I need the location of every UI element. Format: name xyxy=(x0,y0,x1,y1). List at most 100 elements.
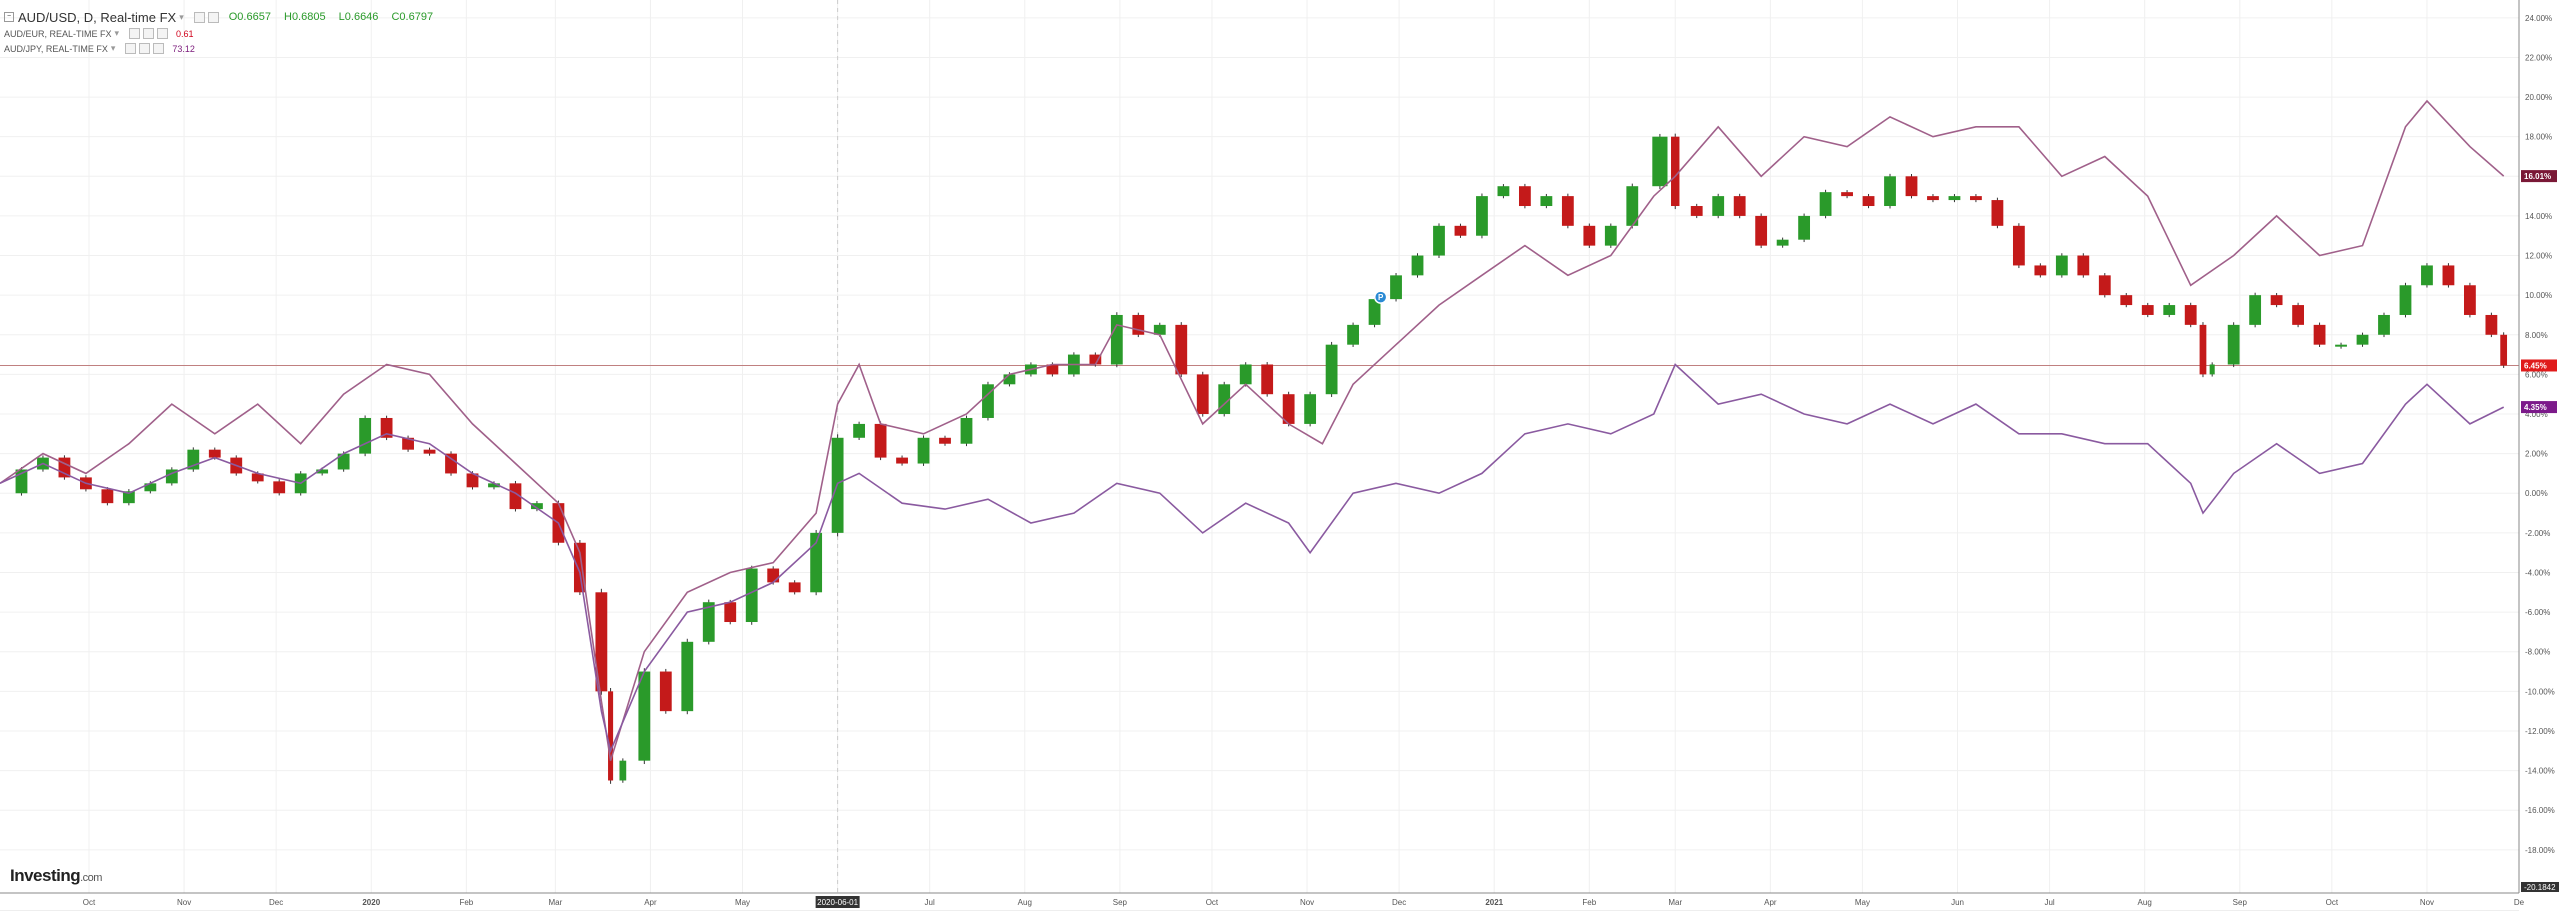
candle-down[interactable] xyxy=(1046,364,1059,375)
candle-up[interactable] xyxy=(1776,239,1789,246)
jpy-dropdown-icon[interactable]: ▾ xyxy=(110,43,116,53)
candle-down[interactable] xyxy=(208,449,221,458)
main-symbol-dropdown-icon[interactable]: ▾ xyxy=(179,11,184,22)
candle-down[interactable] xyxy=(251,473,264,482)
candle-up[interactable] xyxy=(2356,334,2369,345)
jpy-visibility-icon[interactable] xyxy=(125,43,137,54)
legend-eur-row[interactable]: AUD/EUR, REAL-TIME FX ▾ 0.61 xyxy=(4,26,443,41)
candle-down[interactable] xyxy=(1089,354,1102,365)
candle-down[interactable] xyxy=(2500,334,2508,366)
candle-down[interactable] xyxy=(509,483,522,510)
main-symbol-title[interactable]: AUD/USD, D, Real-time FX xyxy=(18,9,177,25)
candle-down[interactable] xyxy=(2313,324,2326,345)
candle-down[interactable] xyxy=(896,457,908,464)
legend-jpy-row[interactable]: AUD/JPY, REAL-TIME FX ▾ 73.12 xyxy=(4,41,443,56)
candle-down[interactable] xyxy=(2270,295,2283,306)
candle-down[interactable] xyxy=(1175,324,1188,375)
candle-up[interactable] xyxy=(702,602,715,642)
candle-up[interactable] xyxy=(2209,364,2215,375)
candle-down[interactable] xyxy=(1282,394,1295,424)
jpy-settings-icon[interactable] xyxy=(139,43,151,54)
candle-down[interactable] xyxy=(659,671,672,712)
candle-up[interactable] xyxy=(2227,324,2240,365)
candle-down[interactable] xyxy=(101,489,114,504)
candle-down[interactable] xyxy=(1561,196,1574,226)
candle-down[interactable] xyxy=(1196,374,1209,415)
candle-up[interactable] xyxy=(1304,394,1317,424)
candle-down[interactable] xyxy=(2442,265,2455,286)
candle-down[interactable] xyxy=(595,592,608,692)
eur-settings-icon[interactable] xyxy=(143,28,155,39)
candle-up[interactable] xyxy=(316,469,329,474)
candle-up[interactable] xyxy=(681,641,694,712)
candle-down[interactable] xyxy=(1991,200,2004,226)
candle-up[interactable] xyxy=(1110,314,1123,365)
collapse-legend-icon[interactable]: − xyxy=(4,12,14,22)
candle-up[interactable] xyxy=(638,671,651,761)
candle-up[interactable] xyxy=(1497,186,1510,197)
series-layer[interactable]: P xyxy=(0,99,2508,784)
candle-down[interactable] xyxy=(1841,192,1853,197)
eur-symbol-title[interactable]: AUD/EUR, REAL-TIME FX xyxy=(4,28,112,39)
candle-up[interactable] xyxy=(1153,324,1166,335)
candle-up[interactable] xyxy=(1347,324,1359,345)
candle-down[interactable] xyxy=(2485,314,2498,335)
candle-down[interactable] xyxy=(767,568,780,583)
candle-up[interactable] xyxy=(1604,225,1617,246)
candle-up[interactable] xyxy=(745,568,758,623)
candle-down[interactable] xyxy=(1132,314,1145,335)
candle-up[interactable] xyxy=(1218,384,1231,415)
candle-up[interactable] xyxy=(2399,285,2412,315)
candle-down[interactable] xyxy=(1690,206,1703,216)
candle-up[interactable] xyxy=(1411,255,1424,276)
candle-down[interactable] xyxy=(2034,265,2047,276)
candle-up[interactable] xyxy=(122,491,135,504)
candle-up[interactable] xyxy=(2163,305,2176,315)
candle-up[interactable] xyxy=(982,384,994,418)
candle-down[interactable] xyxy=(788,582,801,593)
candle-up[interactable] xyxy=(2335,344,2347,347)
candle-down[interactable] xyxy=(1970,196,1982,201)
candle-down[interactable] xyxy=(1518,186,1531,207)
main-settings-icon[interactable] xyxy=(193,11,205,23)
candle-up[interactable] xyxy=(488,483,500,488)
candle-down[interactable] xyxy=(2120,295,2133,306)
candle-up[interactable] xyxy=(1368,299,1381,325)
candle-down[interactable] xyxy=(2141,305,2154,315)
candle-up[interactable] xyxy=(2421,265,2433,286)
candle-up[interactable] xyxy=(1652,136,1668,187)
candle-down[interactable] xyxy=(273,481,286,494)
candle-down[interactable] xyxy=(1733,196,1746,216)
series-line-aud-jpy[interactable] xyxy=(0,363,2505,754)
candle-down[interactable] xyxy=(402,437,414,450)
candle-down[interactable] xyxy=(874,423,887,458)
candle-down[interactable] xyxy=(380,417,393,438)
candle-up[interactable] xyxy=(1819,192,1832,216)
candle-up[interactable] xyxy=(1626,186,1639,226)
candle-up[interactable] xyxy=(1325,344,1338,395)
candle-up[interactable] xyxy=(15,469,28,494)
candle-up[interactable] xyxy=(187,449,200,470)
eur-visibility-icon[interactable] xyxy=(129,28,141,39)
candle-down[interactable] xyxy=(2012,225,2025,266)
candle-up[interactable] xyxy=(2249,295,2262,325)
candle-up[interactable] xyxy=(1239,364,1252,385)
legend-main-row[interactable]: − AUD/USD, D, Real-time FX ▾ O0.6657 H0.… xyxy=(4,8,443,26)
candle-up[interactable] xyxy=(810,532,823,593)
candle-up[interactable] xyxy=(1540,196,1553,207)
candle-down[interactable] xyxy=(724,602,737,623)
candle-down[interactable] xyxy=(1261,364,1274,395)
event-marker[interactable] xyxy=(1373,290,1388,304)
candle-down[interactable] xyxy=(423,449,436,454)
eur-close-icon[interactable] xyxy=(157,28,169,39)
candle-down[interactable] xyxy=(573,542,586,593)
candle-up[interactable] xyxy=(144,483,157,492)
candle-down[interactable] xyxy=(1755,215,1768,246)
candle-up[interactable] xyxy=(165,469,178,484)
candle-up[interactable] xyxy=(1798,215,1811,240)
candle-up[interactable] xyxy=(1390,275,1402,300)
candle-down[interactable] xyxy=(2292,305,2304,325)
candle-up[interactable] xyxy=(960,417,973,444)
